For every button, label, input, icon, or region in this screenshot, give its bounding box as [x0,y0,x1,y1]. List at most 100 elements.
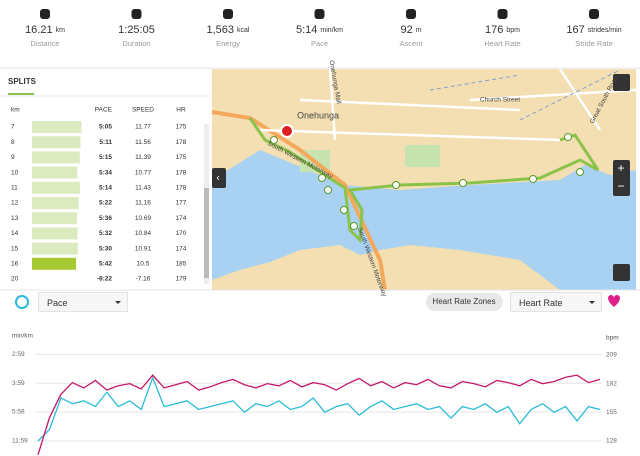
split-pace: 5:22 [99,200,112,207]
pace-dropdown[interactable]: Pace [38,292,128,312]
split-km: 7 [11,124,15,131]
column-header: HR [176,107,186,114]
zoom-in[interactable]: + [617,161,624,175]
land [212,262,290,290]
start-marker[interactable] [280,124,294,138]
split-hr: 179 [176,276,187,283]
split-speed: 10.5 [137,261,150,268]
map-label: Church Street [480,97,520,104]
split-bar [32,181,81,194]
split-pace: 5:15 [99,154,112,161]
split-bar [32,197,79,209]
y2-tick-label: 155 [606,409,617,416]
stat-number: 1,563 [207,24,235,36]
pace-icon [15,295,29,309]
split-km: 14 [11,230,19,237]
split-bar [32,227,78,240]
stat-number: 167 [566,24,584,36]
stat-value: 1:25:05 [118,24,155,36]
split-bar [32,257,77,270]
split-pace: 5:14 [99,185,112,192]
stat-value: 5:14 min/km [296,24,343,36]
stat-icon [406,9,416,19]
stat-icon [223,9,233,19]
tab-underline [8,93,34,95]
split-pace: 5:11 [99,139,112,146]
y-axis-label: min/km [12,333,33,340]
column-header: SPEED [132,107,154,114]
split-km: 11 [11,185,18,192]
series-line [37,376,601,442]
y2-tick-label: 182 [606,380,617,387]
split-hr: 175 [176,124,187,131]
split-hr: 178 [176,169,187,176]
y2-tick-label: 128 [606,438,617,445]
fullscreen-button[interactable] [613,264,630,281]
split-speed: 10.84 [135,230,152,237]
split-km: 20 [11,276,19,283]
split-bar [32,166,78,179]
stat-label: Energy [216,39,240,48]
zones-button[interactable] [426,293,503,311]
split-hr: 185 [176,261,187,268]
stat-icon [497,9,508,19]
stat-label: Distance [30,39,59,48]
split-hr: 178 [176,185,187,192]
collapse-button[interactable] [212,168,226,188]
stat-number: 1:25:05 [118,24,155,36]
y2-tick-label: 209 [606,352,617,359]
stat-label: Duration [122,39,150,48]
stat-number: 5:14 [296,24,317,36]
split-pace: 5:42 [99,261,112,268]
column-header: km [11,107,20,114]
hr-dropdown[interactable]: Heart Rate [510,292,602,312]
stat-label: Stride Rate [575,39,613,48]
split-speed: 11.43 [135,185,151,192]
split-hr: 177 [176,200,187,207]
scroll-thumb[interactable] [204,188,209,278]
stat-number: 176 [485,24,503,36]
map[interactable]: + − ‹ [211,68,637,291]
split-bar [32,151,80,164]
split-hr: 178 [176,139,187,146]
splits-title: SPLITS [8,77,37,86]
split-km: 16 [11,261,19,268]
motorway [211,110,387,291]
split-hr: 174 [176,215,187,222]
y-tick-label: 5:58 [12,409,25,416]
split-hr: 175 [176,154,187,161]
stat-value: 1,563 kcal [207,24,250,36]
stat-icon [314,9,325,19]
zoom-buttons[interactable] [613,160,630,196]
water [212,150,636,290]
layers-button[interactable] [613,74,630,91]
split-pace: 5:32 [99,230,112,237]
split-speed: 11.56 [135,139,151,146]
zones-button-label[interactable]: Heart Rate Zones [432,297,495,306]
y2-axis-label: bpm [606,335,619,342]
stat-icon [40,9,50,19]
split-pace: -8:22 [97,276,113,283]
stat-number: 92 [400,24,412,36]
heart-icon [608,295,620,307]
stat-value: 167 strides/min [566,24,621,36]
stat-value: 92 m [400,24,421,36]
split-km: 12 [11,200,19,207]
map-label: Onehunga [297,110,339,120]
stat-icon [589,9,599,19]
split-km: 8 [11,139,15,146]
stat-unit: m [416,27,422,34]
split-km: 13 [11,215,19,222]
stat-unit: bpm [506,27,520,34]
stat-unit: min/km [320,27,343,34]
collapse-arrow[interactable]: ‹ [216,173,219,184]
zoom-out[interactable]: − [617,179,624,193]
stat-value: 176 bpm [485,24,520,36]
split-pace: 5:36 [99,215,112,222]
stat-value: 16.21 km [25,24,65,36]
stat-unit: kcal [237,27,250,34]
split-speed: 11.39 [135,154,151,161]
park [405,145,440,167]
